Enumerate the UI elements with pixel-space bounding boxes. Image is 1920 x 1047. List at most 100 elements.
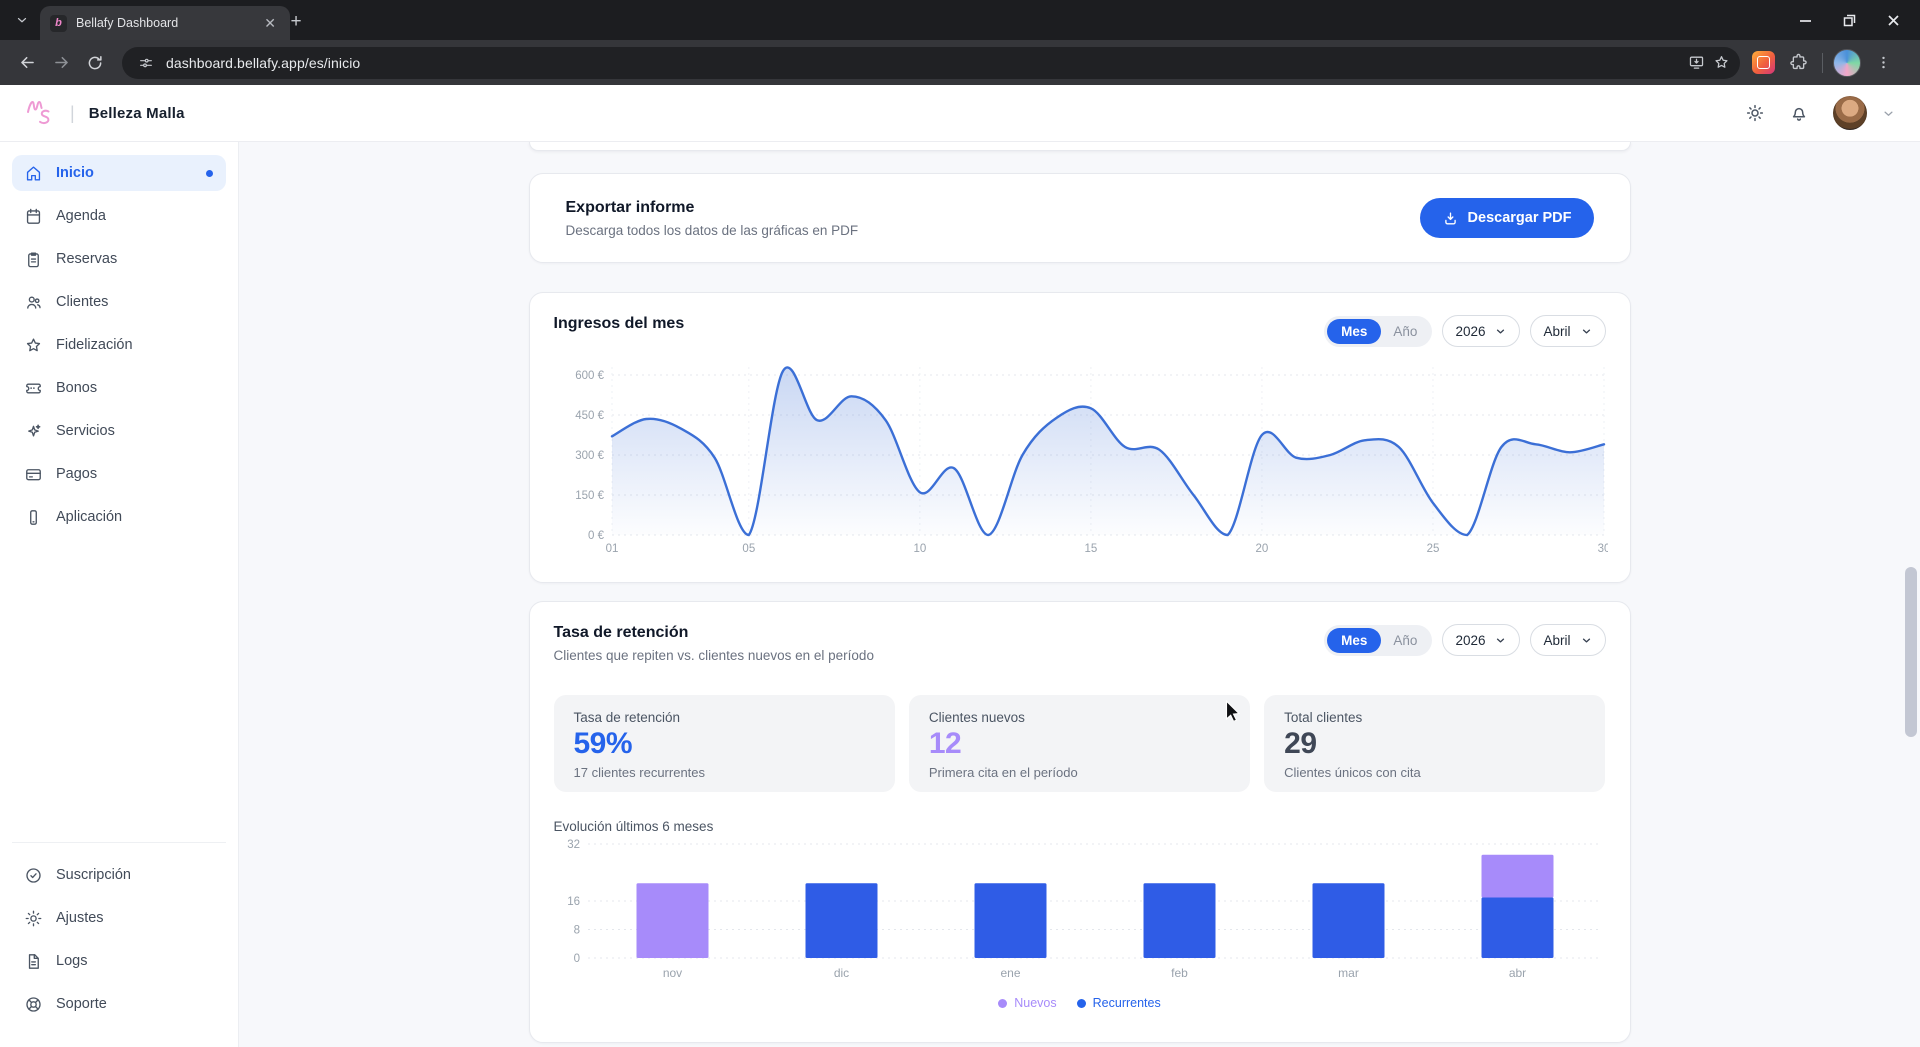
window-minimize-button[interactable]	[1790, 5, 1820, 35]
legend-item-recurrentes: Recurrentes	[1076, 996, 1161, 1010]
extensions-puzzle-icon[interactable]	[1785, 49, 1812, 76]
notifications-button[interactable]	[1789, 103, 1809, 123]
theme-toggle-button[interactable]	[1745, 103, 1765, 123]
toolbar-extensions-area	[1752, 48, 1896, 77]
svg-text:8: 8	[573, 925, 579, 937]
previous-card-edge	[528, 142, 1631, 151]
back-button[interactable]	[10, 46, 44, 80]
chevron-down-icon	[17, 17, 27, 23]
svg-text:mar: mar	[1338, 966, 1359, 980]
income-year-select[interactable]: 2026	[1442, 315, 1521, 347]
browser-profile-avatar[interactable]	[1833, 48, 1861, 77]
income-month-select[interactable]: Abril	[1530, 315, 1606, 347]
stat-sub: Primera cita en el período	[928, 765, 1078, 780]
export-report-card: Exportar informe Descarga todos los dato…	[528, 173, 1631, 263]
browser-tab-bar: b Bellafy Dashboard ✕ +	[0, 0, 1920, 40]
download-icon	[1444, 212, 1456, 224]
stat-label: Total clientes	[1284, 710, 1363, 725]
sidebar-item-label: Agenda	[56, 208, 106, 224]
svg-text:20: 20	[1255, 543, 1268, 555]
users-icon	[24, 293, 43, 312]
svg-text:32: 32	[567, 839, 580, 851]
sidebar-item-inicio[interactable]: Inicio	[12, 155, 226, 191]
sidebar-item-pagos[interactable]: Pagos	[12, 456, 226, 492]
income-year-value: 2026	[1455, 323, 1486, 339]
sidebar-item-servicios[interactable]: Servicios	[12, 413, 226, 449]
file-text-icon	[24, 952, 43, 971]
window-restore-button[interactable]	[1834, 5, 1864, 35]
income-period-toggle: Mes Año	[1324, 315, 1433, 347]
browser-tab[interactable]: b Bellafy Dashboard ✕	[40, 6, 290, 40]
user-avatar[interactable]	[1833, 96, 1867, 130]
income-card-title: Ingresos del mes	[553, 315, 685, 332]
sidebar-item-reservas[interactable]: Reservas	[12, 241, 226, 277]
reload-button[interactable]	[78, 46, 112, 80]
sidebar-item-fidelizacion[interactable]: Fidelización	[12, 327, 226, 363]
browser-menu-icon[interactable]	[1871, 50, 1896, 75]
stat-box-tasa-de-retencion: Tasa de retención 59% 17 clientes recurr…	[553, 695, 895, 792]
retention-month-select[interactable]: Abril	[1530, 624, 1606, 656]
sidebar-item-logs[interactable]: Logs	[12, 943, 226, 979]
income-line-chart: 0 € 150 € 300 € 450 € 600 € 01 05 10 15 20 25 30	[575, 366, 1608, 555]
install-app-icon[interactable]	[1684, 50, 1709, 75]
svg-text:0: 0	[573, 953, 579, 965]
sidebar-item-ajustes[interactable]: Ajustes	[12, 900, 226, 936]
monthly-income-card: Ingresos del mes Mes Año 2026 Abril 0 € 1…	[528, 292, 1631, 583]
tab-close-icon[interactable]: ✕	[264, 14, 276, 31]
extension-instagram-icon[interactable]	[1752, 51, 1775, 74]
bookmark-star-icon[interactable]	[1709, 50, 1734, 75]
reload-icon	[88, 55, 102, 69]
sidebar-item-agenda[interactable]: Agenda	[12, 198, 226, 234]
sidebar-item-aplicacion[interactable]: Aplicación	[12, 499, 226, 535]
retention-bar-chart: 32 16 8 0 nov dic ene feb mar abr	[567, 839, 1602, 980]
stat-value: 59%	[573, 727, 633, 760]
svg-text:300 €: 300 €	[575, 450, 604, 462]
legend-label: Nuevos	[1014, 996, 1057, 1010]
page-scrollbar-thumb[interactable]	[1905, 567, 1917, 737]
retention-year-select[interactable]: 2026	[1442, 624, 1521, 656]
income-period-option-mes[interactable]: Mes	[1327, 318, 1382, 344]
url-text[interactable]: dashboard.bellafy.app/es/inicio	[166, 54, 361, 71]
sidebar-item-label: Aplicación	[56, 509, 123, 525]
sidebar-item-label: Reservas	[56, 251, 118, 267]
sidebar-item-label: Servicios	[56, 423, 115, 439]
svg-text:25: 25	[1426, 543, 1439, 555]
browser-toolbar: dashboard.bellafy.app/es/inicio	[0, 40, 1920, 85]
export-card-title: Exportar informe	[565, 198, 695, 216]
sidebar-item-label: Clientes	[56, 294, 109, 310]
new-tab-button[interactable]: +	[290, 11, 302, 32]
retention-period-option-ano[interactable]: Año	[1393, 632, 1418, 648]
svg-text:05: 05	[742, 543, 755, 555]
brand-name: Belleza Malla	[88, 104, 185, 122]
toolbar-divider	[1822, 52, 1823, 73]
svg-text:ene: ene	[1000, 966, 1020, 980]
arrow-right-icon	[54, 56, 68, 69]
svg-text:01: 01	[605, 543, 618, 555]
sidebar-item-bonos[interactable]: Bonos	[12, 370, 226, 406]
sidebar-item-clientes[interactable]: Clientes	[12, 284, 226, 320]
svg-text:450 €: 450 €	[575, 410, 604, 422]
svg-text:0 €: 0 €	[588, 530, 605, 542]
stat-box-clientes-nuevos: Clientes nuevos 12 Primera cita en el pe…	[908, 695, 1251, 792]
forward-button[interactable]	[44, 46, 78, 80]
sidebar: Inicio Agenda Reservas Clientes Fidelización…	[0, 142, 239, 1047]
svg-text:16: 16	[567, 896, 580, 908]
tab-title: Bellafy Dashboard	[76, 16, 179, 30]
svg-text:feb: feb	[1171, 966, 1188, 980]
profile-chevron-down-icon[interactable]	[1881, 106, 1896, 121]
window-close-button[interactable]	[1878, 5, 1908, 35]
sidebar-item-soporte[interactable]: Soporte	[12, 986, 226, 1022]
site-settings-icon[interactable]	[134, 51, 158, 75]
sidebar-item-label: Logs	[56, 953, 88, 969]
legend-dot-icon	[1076, 998, 1086, 1008]
svg-text:30: 30	[1597, 543, 1607, 555]
url-bar[interactable]: dashboard.bellafy.app/es/inicio	[122, 46, 1740, 79]
sidebar-item-label: Bonos	[56, 380, 98, 396]
sidebar-item-suscripcion[interactable]: Suscripción	[12, 857, 226, 893]
tab-search-button[interactable]	[8, 6, 36, 34]
retention-year-value: 2026	[1455, 632, 1486, 648]
export-card-subtitle: Descarga todos los datos de las gráficas…	[565, 222, 859, 238]
download-pdf-button[interactable]: Descargar PDF	[1419, 198, 1594, 238]
income-period-option-ano[interactable]: Año	[1393, 323, 1418, 339]
retention-period-option-mes[interactable]: Mes	[1327, 627, 1382, 653]
